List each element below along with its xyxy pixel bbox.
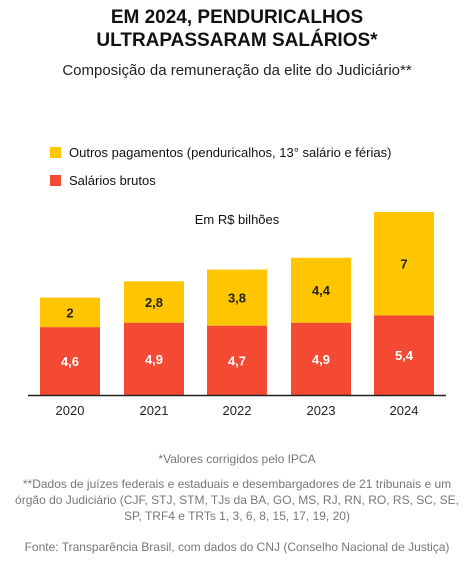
data-label-salarios-2021: 4,9 bbox=[145, 352, 163, 367]
legend-label-salarios: Salários brutos bbox=[69, 172, 156, 188]
title-line-2: ULTRAPASSARAM SALÁRIOS* bbox=[96, 30, 378, 51]
data-label-salarios-2022: 4,7 bbox=[228, 353, 246, 368]
legend-item-salarios: Salários brutos bbox=[50, 169, 391, 191]
bar-outros-2024 bbox=[374, 212, 434, 316]
legend-swatch-outros bbox=[50, 146, 61, 158]
x-tick-label-2021: 2021 bbox=[140, 403, 169, 418]
bar-salarios-2024 bbox=[374, 315, 434, 395]
data-label-salarios-2020: 4,6 bbox=[61, 354, 79, 369]
bar-outros-2023 bbox=[291, 257, 351, 323]
data-label-outros-2023: 4,4 bbox=[312, 283, 331, 298]
bar-outros-2021 bbox=[124, 281, 184, 323]
x-tick-label-2020: 2020 bbox=[56, 403, 85, 418]
bar-chart: 4,6 2 2020 4,9 2,8 2021 4,7 3,8 2022 4,9 4,4 2023 5,… bbox=[28, 212, 446, 418]
x-tick-label-2022: 2022 bbox=[223, 403, 252, 418]
bar-outros-2020 bbox=[40, 297, 100, 328]
unit-label: Em R$ bilhões bbox=[194, 212, 280, 227]
data-label-salarios-2024: 5,4 bbox=[395, 348, 414, 363]
chart-subtitle: Composição da remuneração da elite do Ju… bbox=[62, 62, 412, 79]
x-tick-label-2024: 2024 bbox=[390, 403, 419, 418]
data-label-outros-2024: 7 bbox=[400, 257, 407, 272]
footnote: **Dados de juízes federais e estaduais e… bbox=[15, 477, 459, 523]
data-label-salarios-2023: 4,9 bbox=[312, 352, 330, 367]
legend-label-outros: Outros pagamentos (penduricalhos, 13° sa… bbox=[69, 144, 392, 160]
legend-swatch-salarios bbox=[50, 174, 61, 186]
bar-outros-2022 bbox=[207, 269, 267, 326]
source-note: Fonte: Transparência Brasil, com dados d… bbox=[24, 540, 450, 554]
legend: Outros pagamentos (penduricalhos, 13° sa… bbox=[50, 141, 391, 197]
legend-item-outros: Outros pagamentos (penduricalhos, 13° sa… bbox=[50, 141, 391, 163]
bar-salarios-2021 bbox=[124, 322, 184, 395]
data-label-outros-2021: 2,8 bbox=[145, 295, 163, 310]
x-tick-label-2023: 2023 bbox=[307, 403, 336, 418]
bar-salarios-2022 bbox=[207, 325, 267, 395]
bar-salarios-2020 bbox=[40, 327, 100, 395]
data-label-outros-2020: 2 bbox=[66, 305, 73, 320]
data-label-outros-2022: 3,8 bbox=[228, 291, 246, 306]
ipca-note: *Valores corrigidos pelo IPCA bbox=[158, 452, 316, 466]
chart-title: EM 2024, PENDURICALHOS ULTRAPASSARAM SAL… bbox=[0, 6, 474, 52]
bar-salarios-2023 bbox=[291, 322, 351, 395]
title-line-1: EM 2024, PENDURICALHOS bbox=[110, 7, 364, 28]
